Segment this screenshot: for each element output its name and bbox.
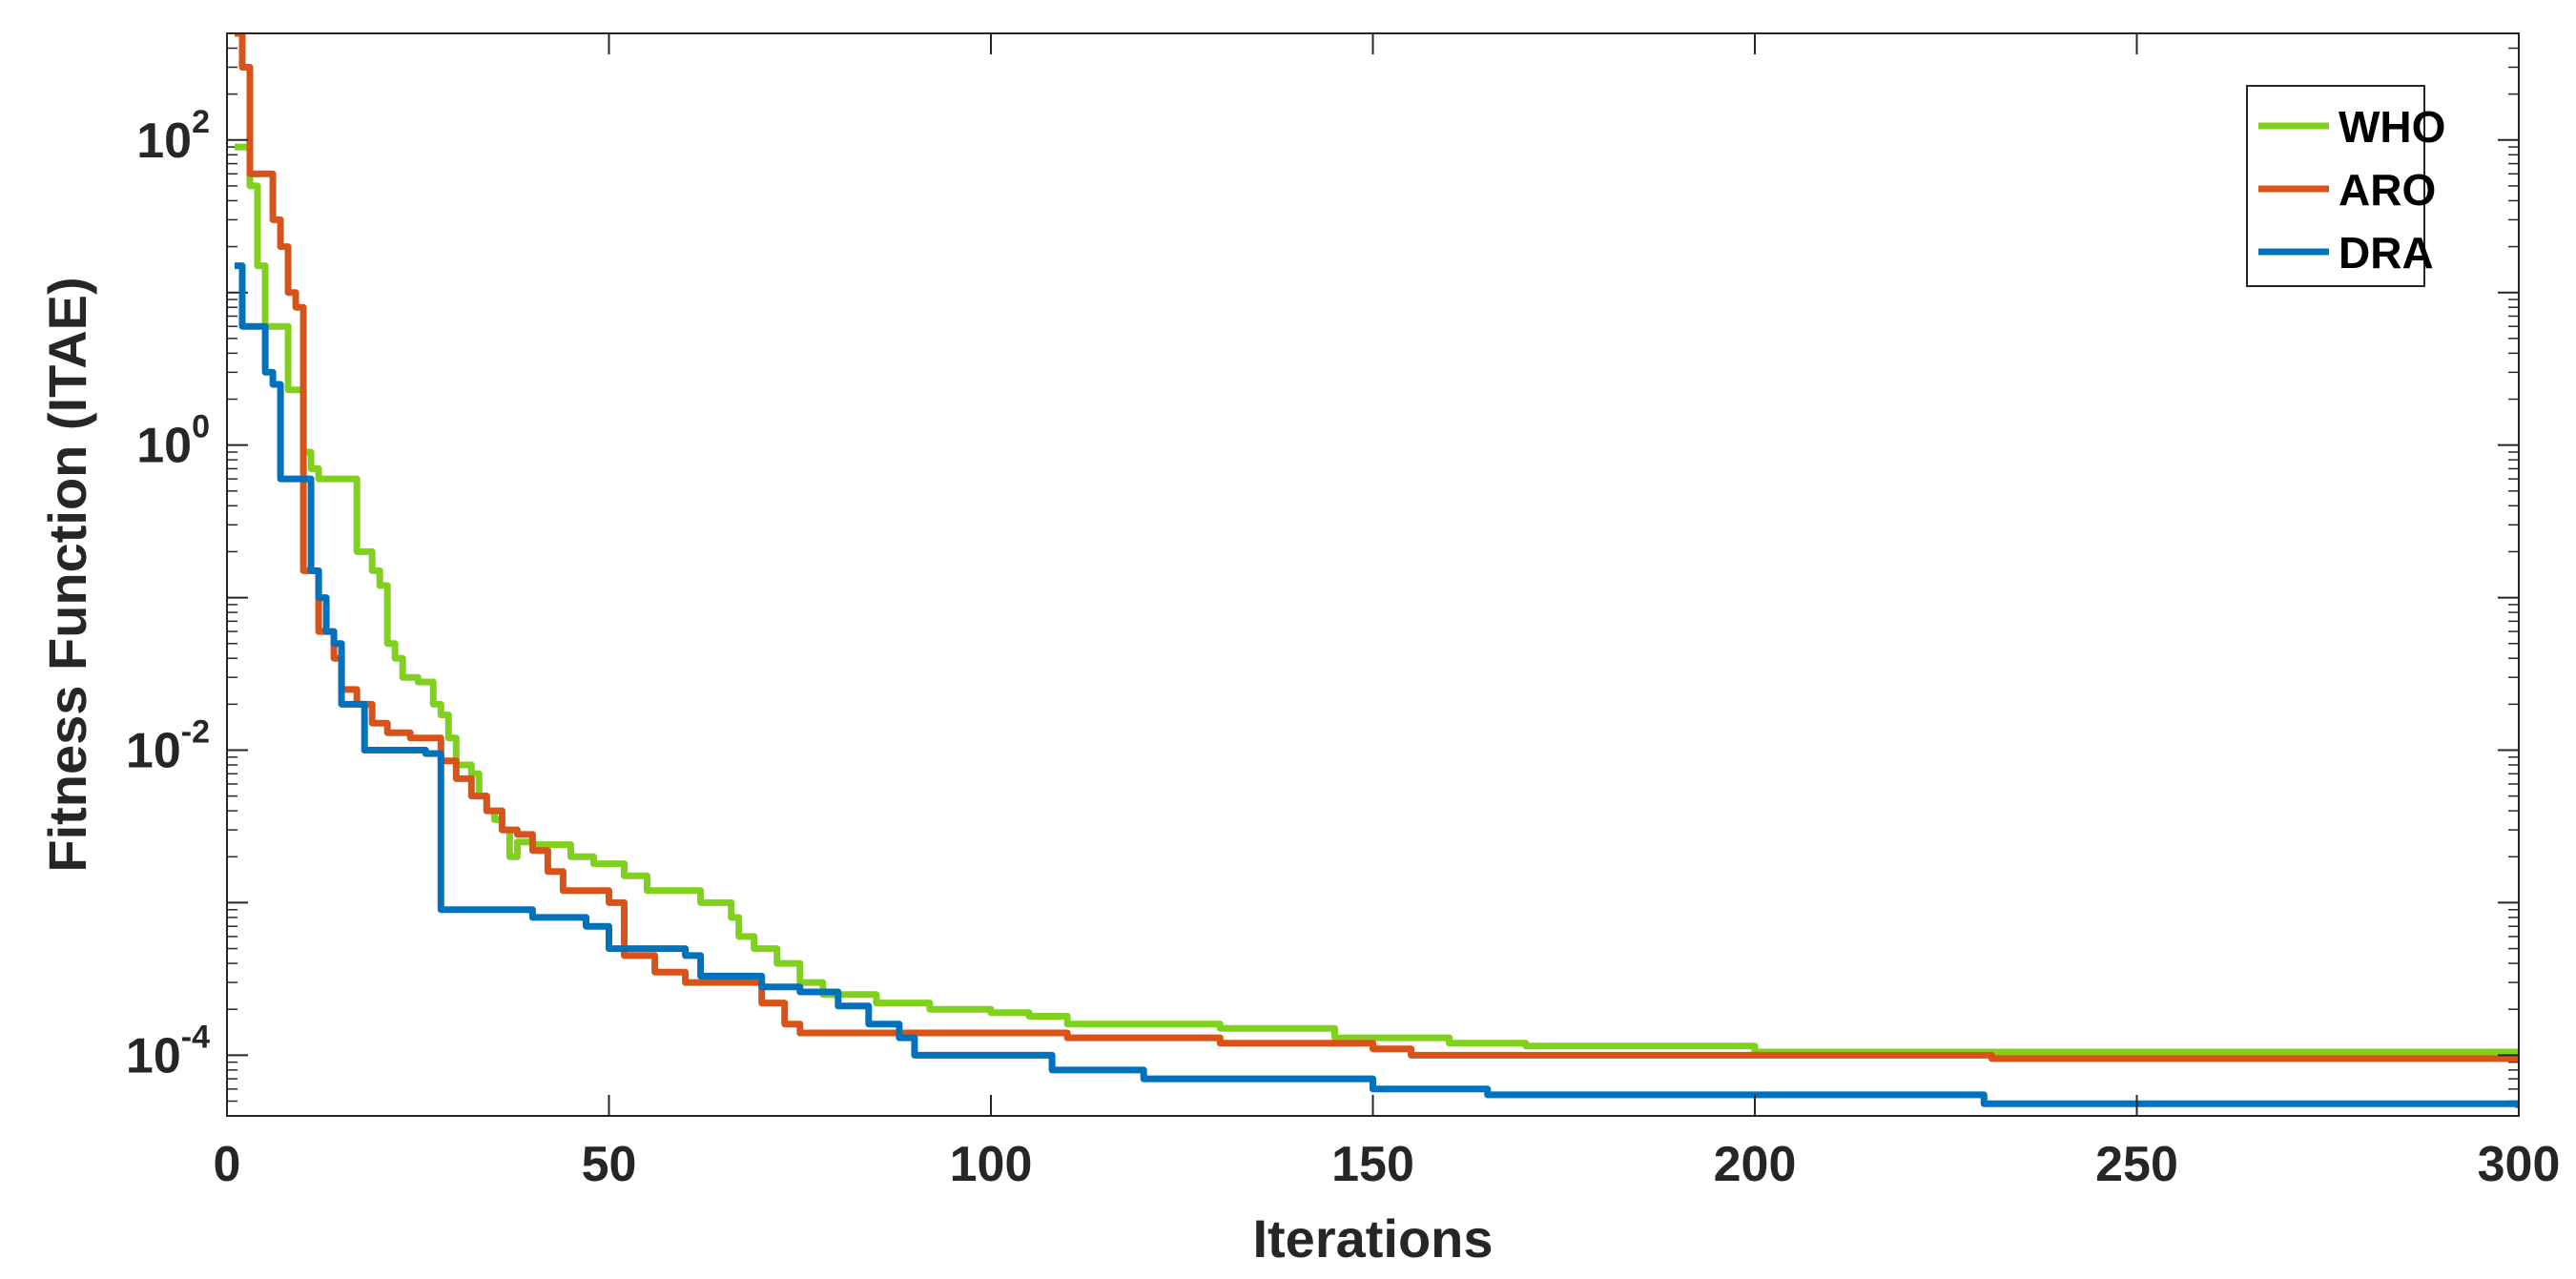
y-tick-exponent: -2 <box>181 714 210 751</box>
y-tick-base: 10 <box>126 1028 181 1083</box>
legend-item: WHO <box>2258 102 2445 152</box>
y-tick-label: 10-2 <box>126 714 210 779</box>
y-axis-label: Fitness Function (ITAE) <box>37 277 97 872</box>
plot-frame <box>226 32 2520 1117</box>
legend-label: ARO <box>2339 165 2436 215</box>
y-tick-exponent: 0 <box>192 409 210 445</box>
x-axis: 0 50 100 150 200 250 300 <box>214 33 2561 1192</box>
y-tick-label: 10-4 <box>126 1019 210 1083</box>
x-tick-label: 0 <box>214 1137 241 1192</box>
x-tick-label: 150 <box>1331 1137 1414 1192</box>
x-tick-label: 300 <box>2478 1137 2561 1192</box>
x-tick-label: 50 <box>582 1137 637 1192</box>
y-tick-base: 10 <box>136 419 192 474</box>
legend-label: DRA <box>2339 228 2434 278</box>
series-line-dra <box>235 262 2519 1108</box>
series-layer <box>235 33 2519 1108</box>
y-tick-base: 10 <box>136 113 192 169</box>
x-axis-label: Iterations <box>1252 1208 1493 1269</box>
legend-item: ARO <box>2258 165 2436 215</box>
legend-item: DRA <box>2258 228 2434 278</box>
legend: WHO ARO DRA <box>2246 85 2445 287</box>
series-line-aro <box>235 33 2519 1062</box>
y-tick-exponent: 2 <box>192 104 210 140</box>
legend-label: WHO <box>2339 102 2445 152</box>
y-tick-exponent: -4 <box>181 1019 210 1055</box>
y-tick-label: 102 <box>136 104 210 169</box>
y-tick-base: 10 <box>126 724 181 779</box>
y-tick-label: 100 <box>136 409 210 474</box>
x-tick-label: 250 <box>2095 1137 2178 1192</box>
y-minor-ticks <box>227 47 2519 1103</box>
x-tick-label: 100 <box>950 1137 1033 1192</box>
x-tick-label: 200 <box>1714 1137 1797 1192</box>
